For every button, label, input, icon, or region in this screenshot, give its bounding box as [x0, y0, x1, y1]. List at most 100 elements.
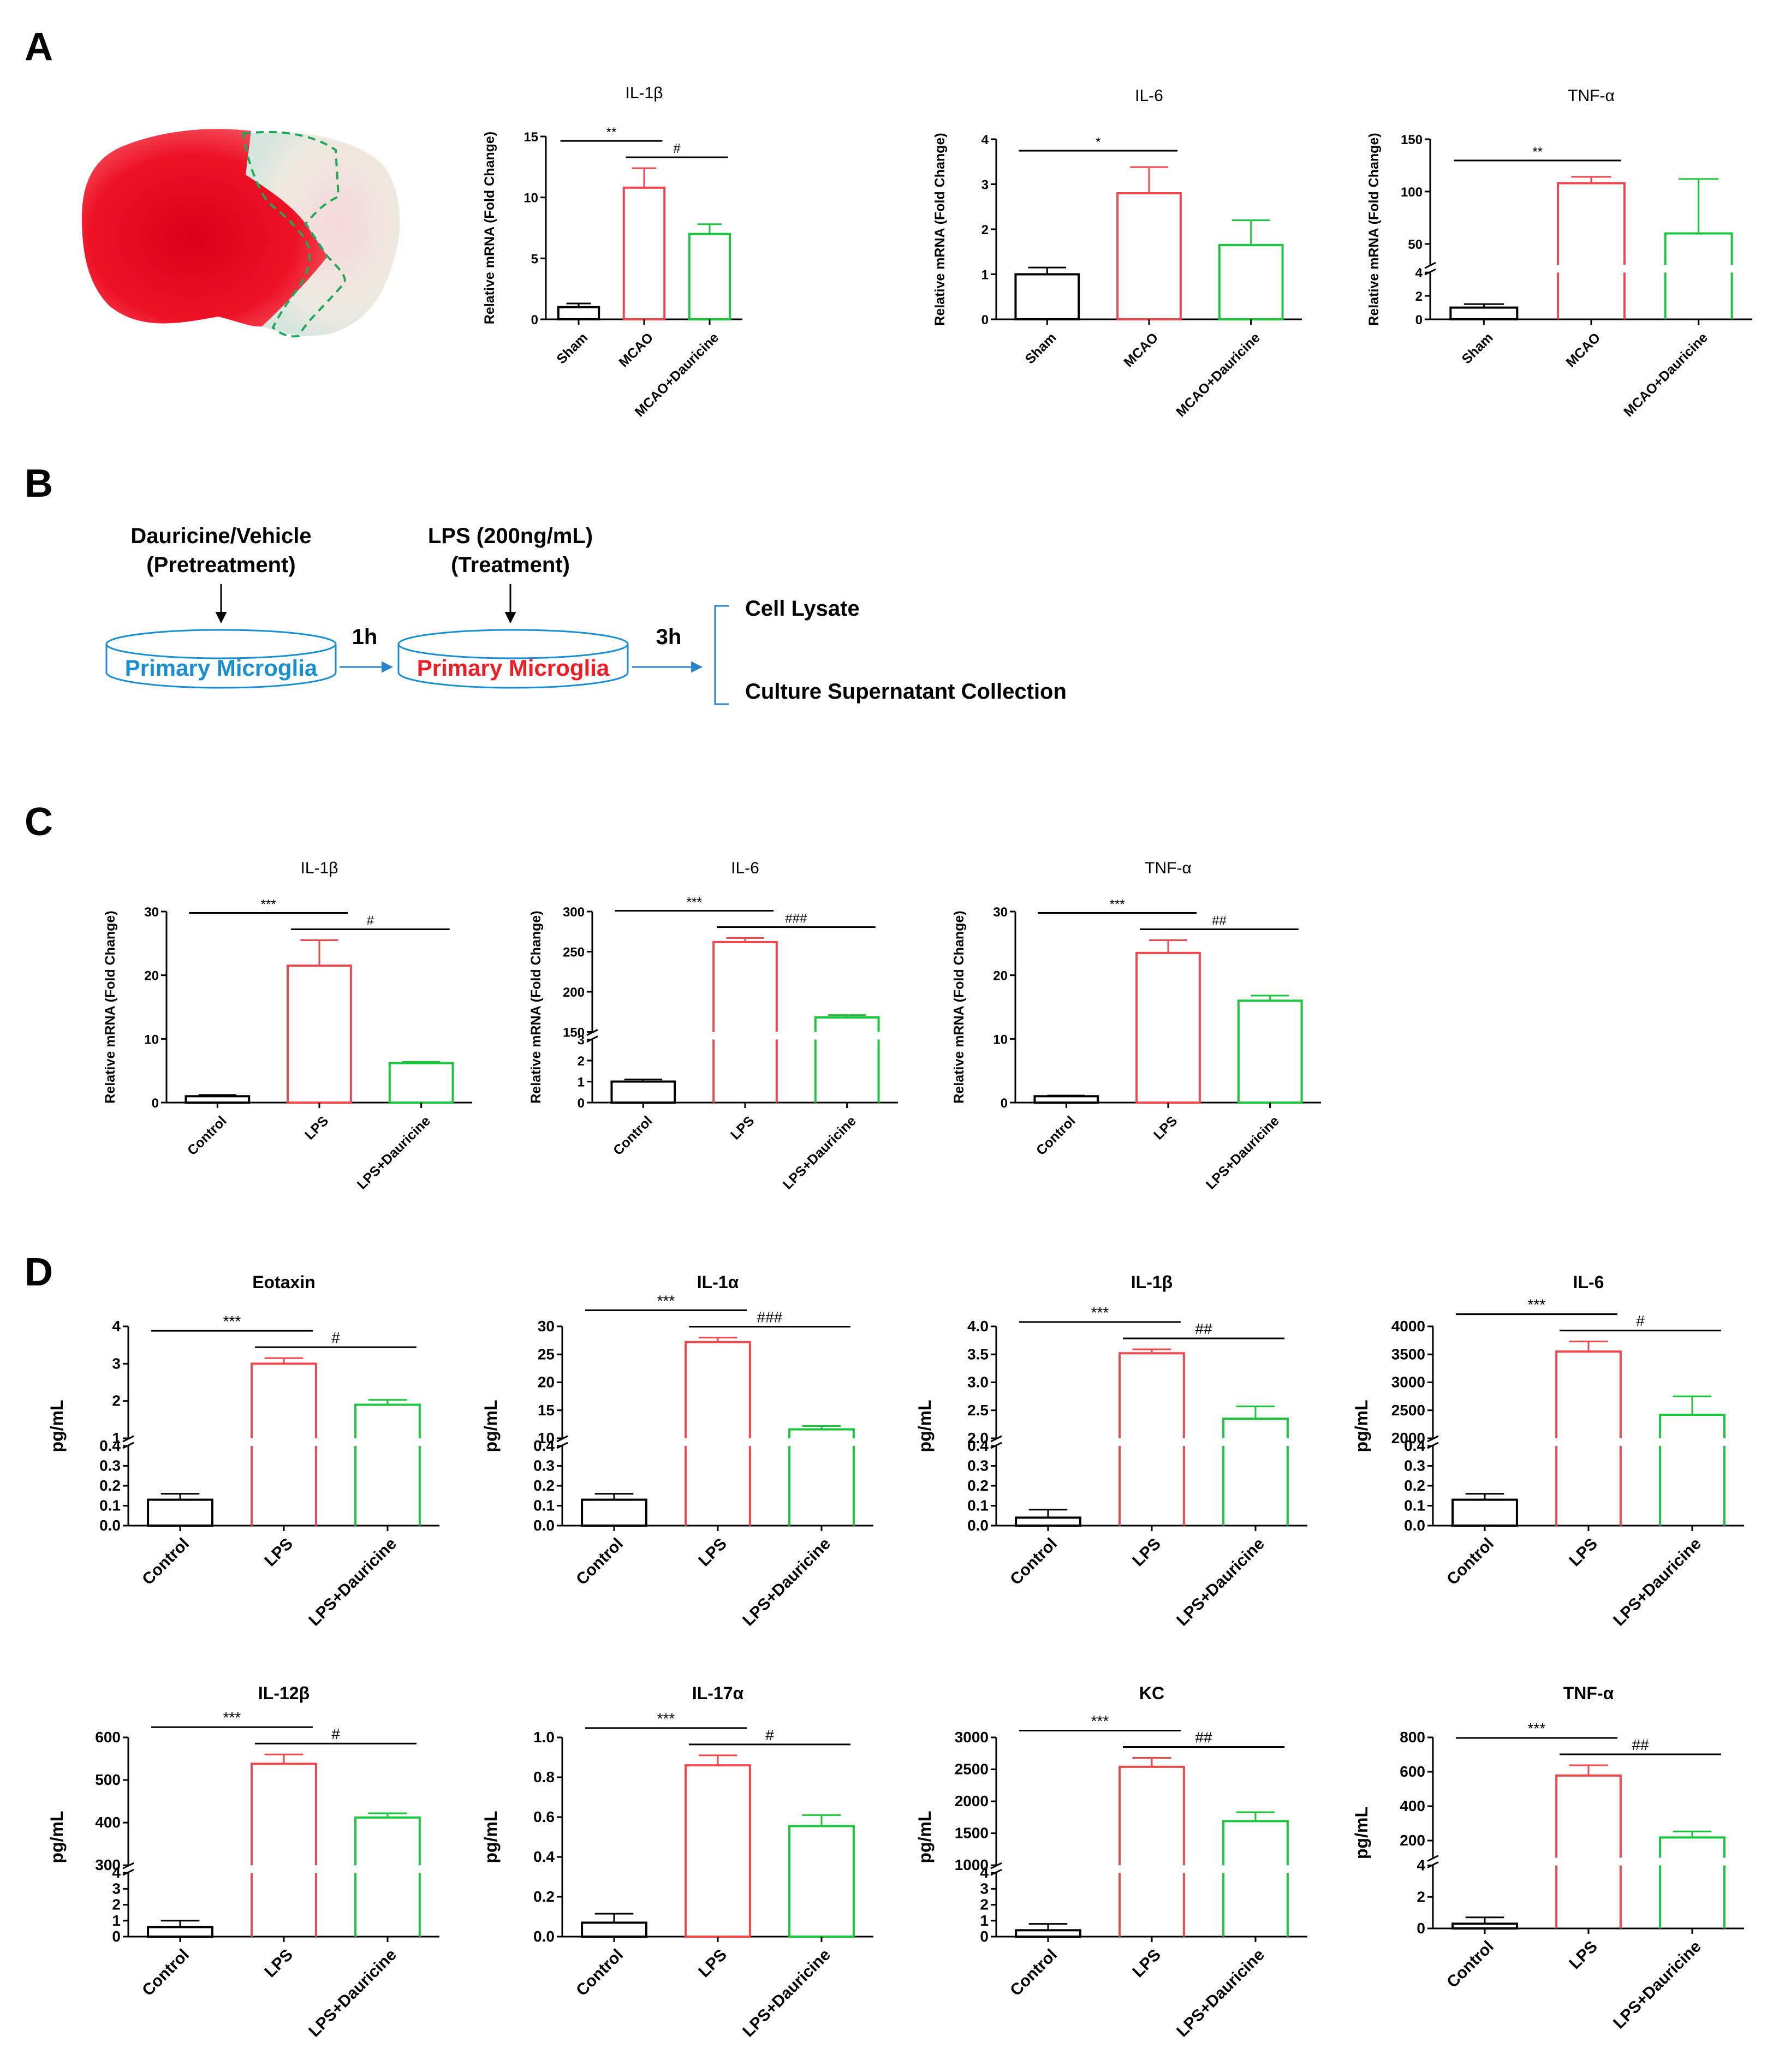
bar-lower-segment	[1222, 1873, 1289, 1937]
y-tick-label: 300	[95, 1856, 121, 1873]
y-tick-label: 0.1	[99, 1497, 121, 1514]
x-category-label: Control	[185, 1113, 230, 1158]
significance-label: #	[331, 1725, 340, 1742]
chart-c-il1b: IL-1β Relative mRNA (Fold Change) 0 10 20 30 C…	[103, 859, 472, 1193]
bar-rect	[1451, 1922, 1518, 1930]
y-tick-label: 0.2	[533, 1888, 555, 1905]
significance-label: ***	[223, 1313, 241, 1330]
chart-title: IL-1α	[697, 1272, 739, 1292]
y-tick-label: 3	[980, 1880, 989, 1897]
x-category-label: MCAO	[616, 330, 656, 370]
x-category-label: Control	[573, 1946, 627, 2000]
bar-lower-segment	[788, 1446, 855, 1526]
bar-upper-segment	[1222, 1820, 1289, 1866]
significance-label: ##	[1195, 1729, 1212, 1746]
y-tick-label: 0.0	[967, 1517, 989, 1534]
y-tick-label: 4	[112, 1864, 121, 1881]
y-tick-label: 0.0	[533, 1928, 555, 1945]
bar-upper-segment	[1555, 1350, 1622, 1438]
y-tick-label: 1	[112, 1430, 121, 1446]
x-category-label: LPS	[1151, 1113, 1180, 1142]
y-tick-label: 5	[531, 252, 538, 266]
y-tick-label: 4	[981, 133, 989, 147]
chart-title: IL-1β	[1131, 1272, 1173, 1292]
y-axis-label: pg/mL	[1352, 1807, 1371, 1859]
y-tick-label: 2.5	[967, 1402, 989, 1419]
bar-lower-segment	[354, 1446, 421, 1526]
pretreat-label-2: (Pretreatment)	[146, 553, 295, 577]
y-tick-label: 0	[980, 1928, 989, 1945]
bar-3	[354, 1812, 421, 1937]
x-category-label: Control	[1443, 1938, 1497, 1992]
bar-upper-segment	[1659, 1836, 1726, 1858]
y-tick-label: 3	[578, 1033, 585, 1048]
bar-lower-segment	[685, 1446, 751, 1526]
y-tick-label: 0.8	[533, 1769, 555, 1785]
y-axis-label: pg/mL	[481, 1811, 501, 1863]
y-tick-label: 2	[112, 1392, 121, 1409]
y-axis-label: pg/mL	[915, 1811, 935, 1863]
significance-label: ***	[1091, 1712, 1109, 1729]
bar-1	[557, 302, 600, 321]
y-tick-label: 0	[578, 1096, 585, 1111]
x-category-label: LPS+Dauricine	[1173, 1946, 1268, 2041]
bar-1	[1033, 1094, 1099, 1104]
bar-upper-segment	[354, 1403, 421, 1438]
bar-lower-segment	[1557, 272, 1626, 319]
y-tick-label: 2500	[1391, 1402, 1425, 1419]
bar-2	[1135, 939, 1201, 1104]
bar-upper-segment	[788, 1428, 855, 1438]
y-tick-label: 0.0	[1404, 1517, 1425, 1534]
bar-upper-segment	[251, 1362, 317, 1438]
chart-title: TNF-α	[1568, 87, 1615, 105]
y-tick-label: 0	[1417, 1920, 1425, 1937]
y-tick-label: 0.2	[99, 1477, 121, 1494]
bar-3	[1659, 1395, 1726, 1526]
dish-2-label: Primary Microglia	[417, 655, 610, 681]
bar-1	[1015, 1509, 1081, 1527]
bar-lower-segment	[712, 1039, 778, 1103]
significance-label: ***	[223, 1709, 241, 1726]
significance-label: ***	[657, 1710, 675, 1727]
bar-rect	[688, 233, 731, 320]
y-tick-label: 300	[563, 905, 585, 920]
y-axis-label: Relative mRNA (Fold Change)	[951, 910, 967, 1103]
y-tick-label: 2	[981, 223, 989, 237]
panel-letter-d: D	[25, 1251, 53, 1294]
bar-2	[1116, 166, 1182, 320]
bar-2	[1555, 1341, 1622, 1526]
bar-1	[581, 1493, 647, 1527]
bar-upper-segment	[685, 1341, 751, 1438]
chart-a-il6: IL-6 Relative mRNA (Fold Change) 0 1 2 3 4 Sham…	[932, 87, 1302, 420]
x-category-label: LPS	[695, 1946, 730, 1981]
y-tick-label: 2	[112, 1896, 121, 1913]
y-tick-label: 10	[538, 1430, 555, 1446]
x-category-label: LPS	[695, 1535, 730, 1570]
bar-3	[1237, 995, 1303, 1104]
y-tick-label: 3.0	[967, 1374, 989, 1391]
bar-3	[1664, 178, 1733, 319]
bar-rect	[1237, 999, 1303, 1104]
x-category-label: Control	[139, 1946, 193, 2000]
output-supernatant: Culture Supernatant Collection	[745, 680, 1067, 704]
panel-letter-b: B	[25, 462, 53, 505]
significance-label: #	[1636, 1313, 1645, 1330]
bar-3	[354, 1399, 421, 1526]
bar-lower-segment	[251, 1873, 317, 1937]
bar-upper-segment	[354, 1816, 421, 1866]
bar-upper-segment	[1118, 1352, 1185, 1438]
bar-lower-segment	[814, 1039, 880, 1103]
time-3h: 3h	[656, 625, 682, 649]
bar-lower-segment	[1659, 1446, 1726, 1526]
x-category-label: LPS	[1129, 1535, 1164, 1570]
bar-1	[147, 1493, 213, 1527]
bar-2	[1118, 1757, 1185, 1937]
brain-slice-red-region	[82, 129, 328, 327]
bar-lower-segment	[1555, 1446, 1622, 1526]
y-tick-label: 3	[981, 178, 989, 193]
bar-upper-segment	[1659, 1413, 1726, 1438]
bar-3	[688, 223, 731, 320]
significance-label: ###	[785, 912, 807, 926]
bar-1	[1015, 1923, 1081, 1938]
